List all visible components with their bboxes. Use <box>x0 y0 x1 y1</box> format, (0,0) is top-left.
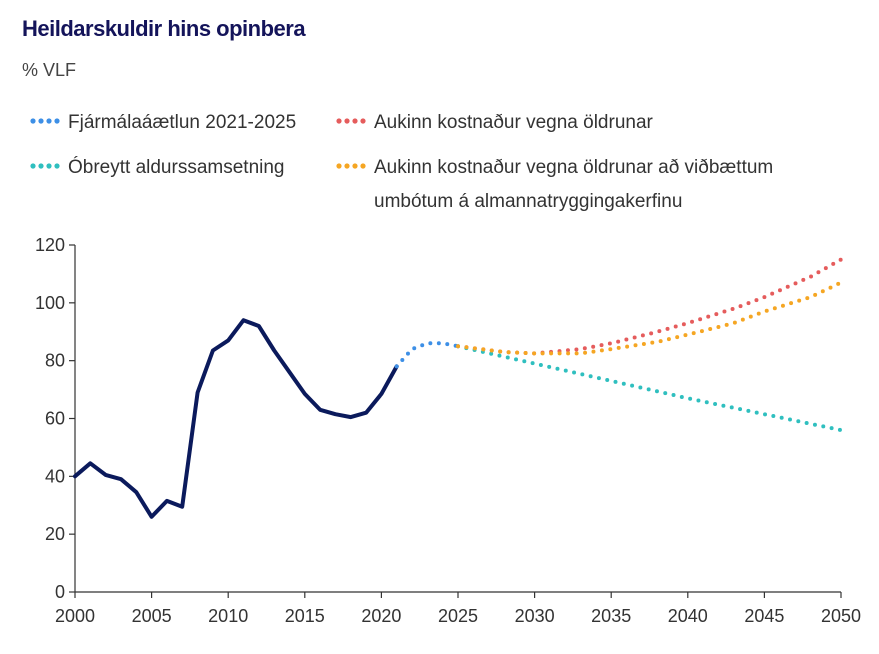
legend-label-aging: Aukinn kostnaður vegna öldrunar <box>374 112 653 133</box>
x-tick-label: 2040 <box>668 606 708 626</box>
legend-swatch-plan <box>30 118 60 124</box>
series-line-unchanged <box>456 344 843 433</box>
legend-item-aging-reform: Aukinn kostnaður vegna öldrunar að viðbæ… <box>336 151 773 219</box>
y-tick-label: 20 <box>45 524 65 544</box>
x-tick-label: 2025 <box>438 606 478 626</box>
y-tick-label: 60 <box>45 409 65 429</box>
y-tick-label: 120 <box>35 235 65 255</box>
legend-item-unchanged: Óbreytt aldurssamsetning <box>30 151 285 185</box>
legend-label-aging-reform-line2: umbótum á almannatryggingakerfinu <box>374 191 683 212</box>
legend-swatch-aging-reform <box>336 163 366 169</box>
y-axis-unit-label: % VLF <box>22 60 77 80</box>
legend-item-aging: Aukinn kostnaður vegna öldrunar <box>336 106 653 140</box>
y-tick-label: 0 <box>55 582 65 602</box>
legend-swatch-aging <box>336 118 366 124</box>
x-tick-label: 2050 <box>821 606 861 626</box>
chart-series <box>73 257 843 519</box>
legend-label-unchanged: Óbreytt aldurssamsetning <box>68 157 285 178</box>
legend-label-aging-reform-line1: Aukinn kostnaður vegna öldrunar að viðbæ… <box>374 157 774 178</box>
y-tick-label: 80 <box>45 351 65 371</box>
x-tick-label: 2030 <box>515 606 555 626</box>
x-tick-label: 2005 <box>132 606 172 626</box>
legend-swatch-unchanged <box>30 163 60 169</box>
series-line-plan <box>394 341 460 369</box>
series-line-aging_reform <box>456 280 843 356</box>
x-tick-label: 2035 <box>591 606 631 626</box>
chart-title: Heildarskuldir hins opinbera <box>22 16 306 41</box>
x-tick-label: 2000 <box>55 606 95 626</box>
x-tick-label: 2045 <box>744 606 784 626</box>
x-tick-label: 2020 <box>361 606 401 626</box>
legend-item-plan: Fjármálaáætlun 2021-2025 <box>30 106 296 140</box>
legend-label-plan: Fjármálaáætlun 2021-2025 <box>68 112 297 133</box>
y-tick-label: 40 <box>45 466 65 486</box>
x-tick-label: 2015 <box>285 606 325 626</box>
y-tick-label: 100 <box>35 293 65 313</box>
series-line-history <box>73 318 399 519</box>
x-tick-label: 2010 <box>208 606 248 626</box>
